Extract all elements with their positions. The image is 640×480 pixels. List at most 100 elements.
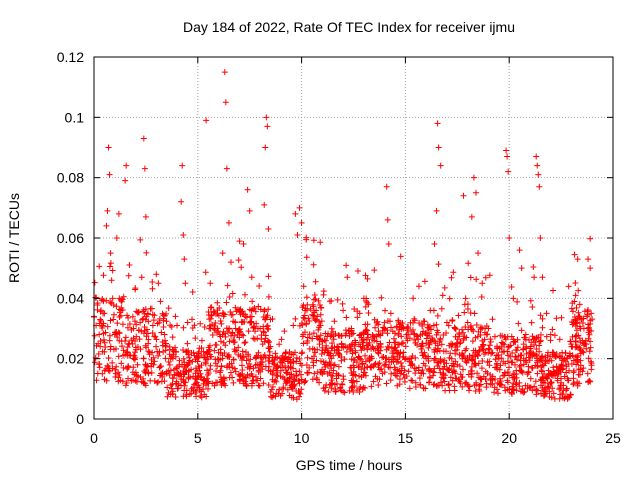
data-point xyxy=(100,310,107,317)
data-point xyxy=(443,360,450,367)
data-point xyxy=(384,327,391,334)
data-point xyxy=(298,219,305,226)
data-point xyxy=(557,384,564,391)
data-point xyxy=(156,319,163,326)
data-point xyxy=(387,377,394,384)
data-point xyxy=(472,347,479,354)
data-point xyxy=(350,368,357,375)
data-point xyxy=(408,328,415,335)
data-point xyxy=(504,368,511,375)
data-point xyxy=(142,306,149,313)
data-point xyxy=(362,372,369,379)
data-point xyxy=(368,353,375,360)
data-point xyxy=(494,345,501,352)
data-point xyxy=(207,366,214,373)
data-point xyxy=(351,305,358,312)
data-point xyxy=(236,326,243,333)
data-point xyxy=(504,153,511,160)
data-point xyxy=(588,310,595,317)
data-point xyxy=(445,380,452,387)
data-point xyxy=(529,352,536,359)
data-point xyxy=(113,330,120,337)
data-point xyxy=(117,377,124,384)
data-point xyxy=(479,280,486,287)
data-point xyxy=(353,387,360,394)
data-point xyxy=(363,337,370,344)
data-point xyxy=(161,371,168,378)
data-point xyxy=(449,341,456,348)
data-point xyxy=(219,380,226,387)
data-point xyxy=(447,350,454,357)
data-point xyxy=(213,341,220,348)
data-point xyxy=(311,296,318,303)
data-point xyxy=(107,260,114,267)
data-point xyxy=(181,371,188,378)
data-point xyxy=(504,333,511,340)
data-point xyxy=(459,355,466,362)
data-point xyxy=(517,352,524,359)
data-point xyxy=(532,378,539,385)
data-point xyxy=(245,328,252,335)
data-point xyxy=(107,250,114,257)
data-point xyxy=(343,348,350,355)
data-point xyxy=(125,341,132,348)
data-point xyxy=(570,357,577,364)
data-point xyxy=(416,319,423,326)
data-point xyxy=(370,333,377,340)
data-point xyxy=(376,360,383,367)
data-point xyxy=(149,285,156,292)
data-point xyxy=(537,312,544,319)
data-point xyxy=(281,375,288,382)
data-point xyxy=(463,334,470,341)
data-point xyxy=(537,235,544,241)
data-point xyxy=(540,362,547,369)
data-point xyxy=(377,347,384,354)
data-point xyxy=(549,385,556,392)
data-point xyxy=(447,374,454,381)
data-point xyxy=(267,368,274,375)
data-point xyxy=(240,241,247,248)
data-point xyxy=(190,349,197,356)
data-point xyxy=(105,144,112,151)
data-point xyxy=(409,377,416,384)
data-point xyxy=(358,347,365,354)
data-point xyxy=(181,387,188,394)
data-point xyxy=(332,330,339,337)
data-point xyxy=(340,344,347,351)
data-point xyxy=(329,344,336,351)
data-point xyxy=(322,363,329,370)
data-point xyxy=(346,333,353,340)
data-point xyxy=(430,381,437,388)
data-point xyxy=(448,274,455,281)
data-point xyxy=(570,319,577,326)
data-point xyxy=(272,350,279,357)
data-points xyxy=(91,69,596,403)
data-point xyxy=(465,371,472,378)
data-point xyxy=(289,383,296,390)
data-point xyxy=(527,343,534,350)
data-point xyxy=(577,325,584,332)
data-point xyxy=(543,310,550,317)
data-point xyxy=(161,312,168,319)
data-point xyxy=(279,357,286,364)
data-point xyxy=(365,309,372,316)
data-point xyxy=(266,363,273,370)
data-point xyxy=(417,343,424,350)
data-point xyxy=(150,361,157,368)
data-point xyxy=(319,347,326,354)
data-point xyxy=(457,371,464,378)
data-point xyxy=(392,339,399,346)
data-point xyxy=(432,346,439,353)
data-point xyxy=(352,347,359,354)
data-point xyxy=(435,144,442,151)
data-point xyxy=(524,371,531,378)
data-point xyxy=(266,345,273,352)
data-point xyxy=(248,319,255,326)
data-point xyxy=(303,307,310,314)
data-point xyxy=(491,389,498,396)
data-point xyxy=(412,340,419,347)
data-point xyxy=(450,269,457,276)
data-point xyxy=(392,344,399,351)
data-point xyxy=(538,376,545,383)
data-point xyxy=(293,373,300,380)
